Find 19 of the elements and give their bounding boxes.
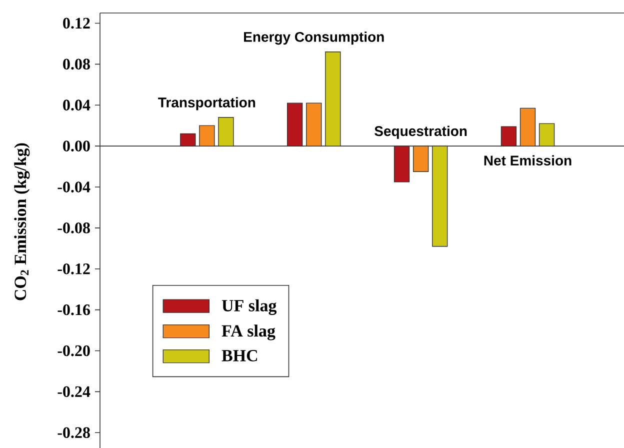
x-tick-label: Net Emission <box>484 155 572 166</box>
y-tick-label: -0.12 <box>58 263 90 274</box>
legend-label: BHC <box>222 350 258 362</box>
y-tick-label: 0.04 <box>63 100 90 111</box>
y-tick-label: 0.12 <box>63 18 90 29</box>
y-tick-label: -0.20 <box>58 345 90 356</box>
y-tick-label: -0.08 <box>58 222 90 234</box>
x-tick-label: Transportation <box>158 97 256 110</box>
y-tick-label: 0.08 <box>63 58 90 70</box>
y-tick-label: -0.28 <box>58 427 90 438</box>
x-tick-label: Energy Consumption <box>244 32 384 45</box>
y-tick-label: -0.16 <box>58 304 90 316</box>
x-tick-label: Sequestration <box>374 126 467 139</box>
y-tick-label: 0.00 <box>63 140 90 152</box>
legend-label: FA slag <box>222 324 276 340</box>
legend-label: UF slag <box>222 299 277 315</box>
y-axis-title: CO$_{2}$ Emission (kg/kg) <box>14 143 30 300</box>
y-tick-label: -0.04 <box>58 182 90 192</box>
y-tick-label: -0.24 <box>58 386 90 398</box>
